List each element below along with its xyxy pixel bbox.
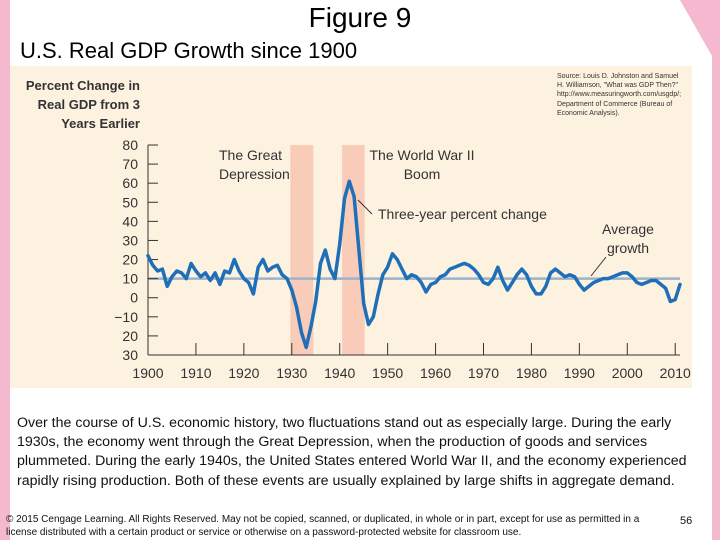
y-tick-label: 50	[122, 194, 138, 210]
x-tick-label: 1950	[372, 365, 403, 381]
page-number: 56	[680, 515, 693, 527]
average-growth-label: Average growth	[602, 221, 654, 256]
y-tick-label: −10	[114, 309, 138, 325]
slide-subtitle: U.S. Real GDP Growth since 1900	[20, 38, 358, 63]
y-tick-label: 70	[122, 156, 138, 172]
x-tick-label: 1900	[132, 365, 163, 381]
left-accent-bar	[0, 0, 10, 540]
x-tick-label: 1960	[420, 365, 451, 381]
figure-caption: Over the course of U.S. economic history…	[17, 415, 687, 489]
x-tick-label: 1980	[516, 365, 547, 381]
figure-title: Figure 9	[308, 2, 412, 33]
series-line-0	[146, 179, 682, 350]
x-tick-label: 1920	[228, 365, 259, 381]
x-tick-label: 1910	[180, 365, 211, 381]
x-tick-label: 2010	[660, 365, 691, 381]
x-tick-label: 1970	[468, 365, 499, 381]
three-year-change-label: Three-year percent change	[378, 206, 547, 222]
y-axis-label: Percent Change in Real GDP from 3 Years …	[25, 78, 140, 131]
y-tick-label: 10	[122, 271, 138, 287]
corner-accent	[680, 0, 720, 70]
right-accent-bar	[712, 0, 720, 540]
y-tick-label: 80	[122, 137, 138, 153]
x-tick-label: 1930	[276, 365, 307, 381]
y-tick-label: 30	[122, 232, 138, 248]
average-growth-leader	[590, 256, 607, 277]
copyright-notice: © 2015 Cengage Learning. All Rights Rese…	[6, 514, 640, 538]
y-tick-label: 20	[122, 252, 138, 268]
y-tick-label: 30	[122, 347, 138, 363]
x-tick-label: 1990	[564, 365, 595, 381]
y-tick-label: 40	[122, 213, 138, 229]
y-tick-label: 60	[122, 175, 138, 191]
three-year-change-leader	[357, 199, 373, 215]
y-tick-label: 20	[122, 328, 138, 344]
y-tick-label: 0	[130, 290, 138, 306]
chart-source: Source: Louis D. Johnston and Samuel H. …	[557, 73, 682, 117]
great-depression-label: The Great Depression	[219, 147, 290, 182]
shaded-period-1	[342, 145, 365, 355]
ww2-boom-label: The World War II Boom	[369, 147, 474, 182]
x-tick-label: 1940	[324, 365, 355, 381]
x-tick-label: 2000	[612, 365, 643, 381]
